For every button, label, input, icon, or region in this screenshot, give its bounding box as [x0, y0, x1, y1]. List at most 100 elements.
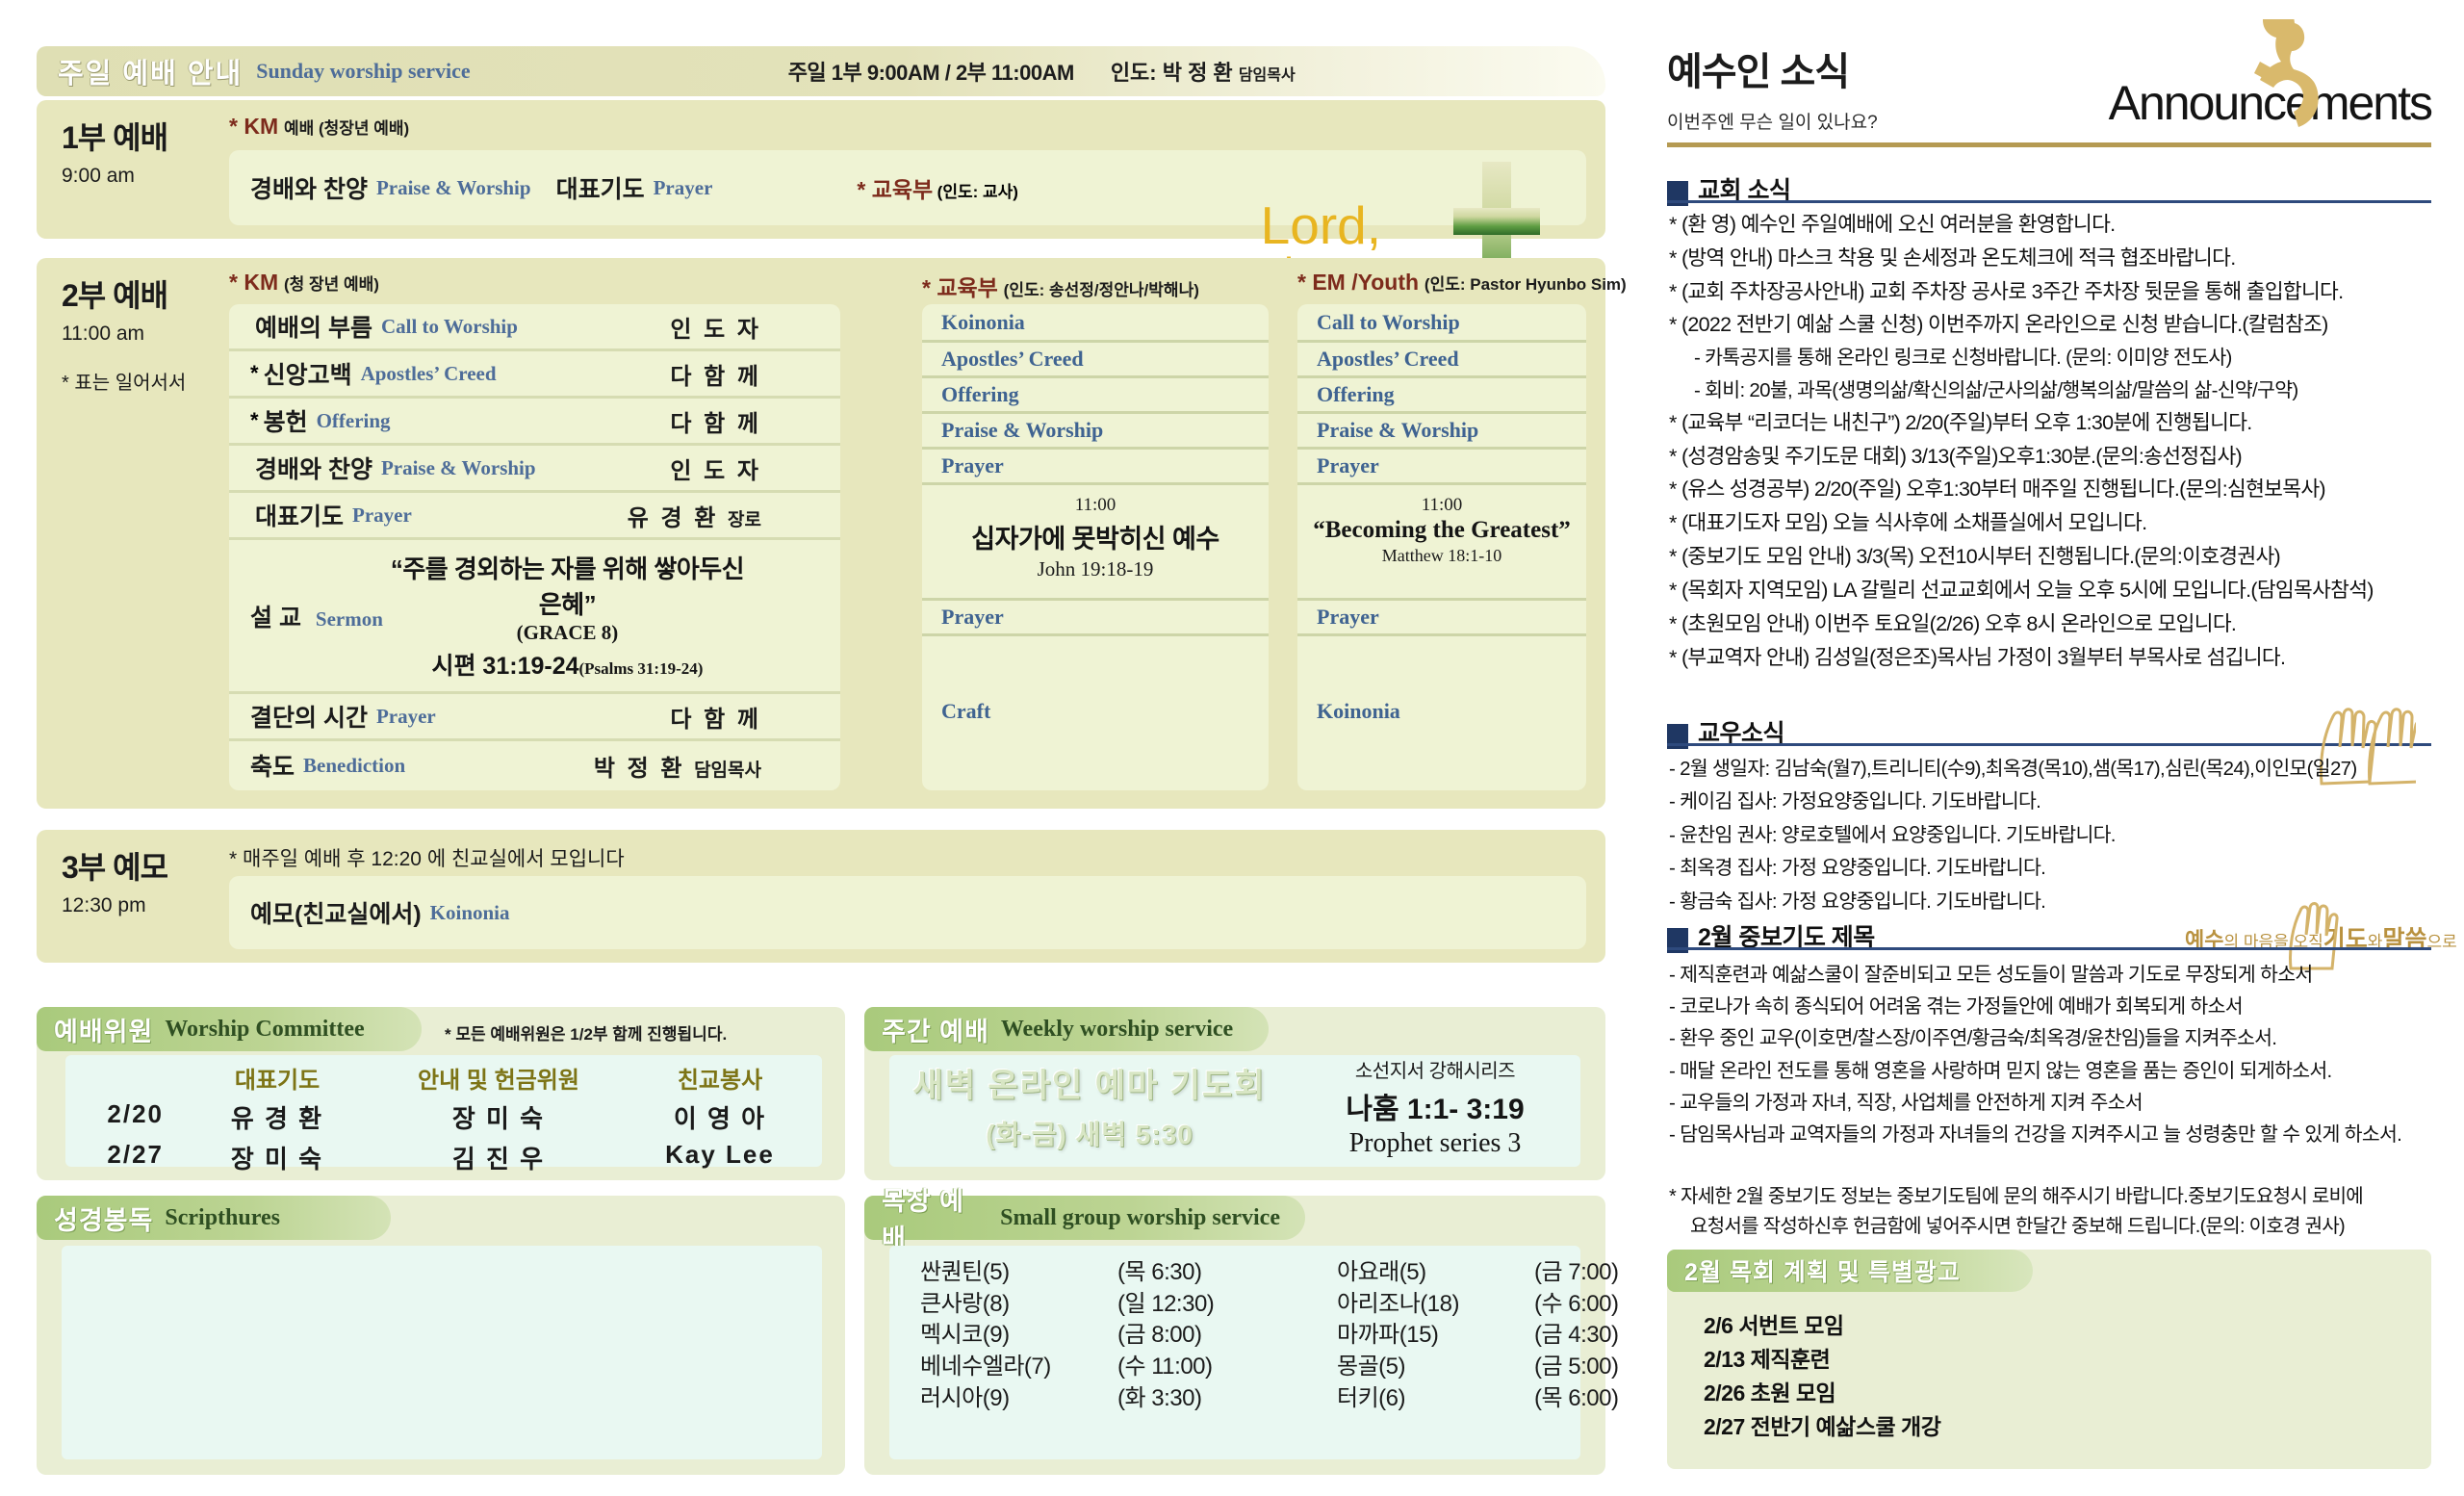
- row-kr: 결단의 시간: [250, 705, 368, 732]
- row-who: 박 정 환 담임목사: [594, 749, 819, 783]
- list-item: - 담임목사님과 교역자들의 가정과 자녀들의 건강을 지켜주시고 늘 성령충만…: [1669, 1123, 2402, 1147]
- worship-committee-table: 대표기도 안내 및 헌금위원 친교봉사 2/20 유 경 환 장 미 숙 이 영…: [65, 1061, 822, 1175]
- worship-committee-table-bg: [65, 1055, 822, 1167]
- group-time: (금 8:00): [1117, 1322, 1202, 1349]
- em-youth-label: * EM /Youth (인도: Pastor Hyunbo Sim): [1297, 270, 1627, 296]
- list-item: Apostles’ Creed: [922, 343, 1269, 378]
- list-item: - 케이김 집사: 가정요양중입니다. 기도바랍니다.: [1669, 790, 2041, 813]
- service-2-label: 2부 예배 11:00 am * 표는 일어서서: [62, 271, 235, 395]
- list-item: - 황금숙 집사: 가정 요양중입니다. 기도바랍니다.: [1669, 890, 2046, 913]
- edu-dept-title: * 교육부: [922, 275, 998, 300]
- group-names-1: 싼퀀틴(5) 큰사랑(8) 멕시코(9) 베네수엘라(7) 러시아(9): [920, 1257, 1117, 1414]
- col-header-3: 친교봉사: [677, 1068, 763, 1094]
- cell-usher: 장 미 숙: [451, 1104, 546, 1133]
- weekly-line-1: 새벽 온라인 예마 기도회: [912, 1068, 1267, 1104]
- list-item: Prayer: [1297, 450, 1586, 485]
- em-row-label: Offering: [1317, 382, 1395, 406]
- row-who: 다 함 께: [670, 363, 761, 390]
- list-item: - 2월 생일자: 김남숙(월7),트리니티(수9),최옥경(목10),샘(목1…: [1669, 758, 2357, 780]
- right-panel: 예수인 소식 이번주엔 무슨 일이 있나요? Announcements 교회 …: [1646, 0, 2464, 1496]
- row-kr-0: 경배와 찬양: [250, 176, 368, 203]
- small-group-grid: 싼퀀틴(5) 큰사랑(8) 멕시코(9) 베네수엘라(7) 러시아(9) (목 …: [920, 1257, 1707, 1414]
- edu-row-label: Praise & Worship: [941, 418, 1104, 442]
- edu-sermon: 11:00 십자가에 못박히신 예수 John 19:18-19: [922, 485, 1269, 601]
- section-marker-icon: [1667, 724, 1688, 749]
- em-youth-paren: (인도: Pastor Hyunbo Sim): [1424, 275, 1627, 294]
- service-leader-name: 인도: 박 정 환: [1110, 61, 1233, 85]
- row-who-name: 박 정 환: [593, 755, 685, 782]
- list-item: Prayer: [922, 450, 1269, 485]
- group-time: (화 3:30): [1117, 1384, 1202, 1411]
- em-row-label: Call to Worship: [1317, 309, 1460, 334]
- list-item: Koinonia: [922, 304, 1269, 343]
- em-sermon-time: 11:00: [1421, 495, 1463, 515]
- section-marker-icon: [1667, 928, 1688, 953]
- list-item: - 매달 온라인 전도를 통해 영혼을 사랑하며 믿지 않는 영혼을 품는 증인…: [1669, 1059, 2332, 1082]
- worship-committee-tag-kr: 예배위원: [54, 1017, 154, 1046]
- table-row: * 봉헌 Offering 다 함 께: [229, 399, 840, 446]
- cell-fellowship: Kay Lee: [665, 1140, 775, 1169]
- list-item: * (초원모임 안내) 이번주 토요일(2/26) 오후 8시 온라인으로 모입…: [1669, 611, 2237, 635]
- edu-dept-card: Koinonia Apostles’ Creed Offering Praise…: [922, 304, 1269, 790]
- row-en-0: Praise & Worship: [375, 175, 531, 199]
- km-paren: 예배 (청장년 예배): [283, 119, 410, 138]
- weekly-line-2: (화-금) 새벽 5:30: [986, 1120, 1194, 1149]
- list-item: - 회비: 20불, 과목(생명의삶/확신의삶/군사의삶/행복의삶/말씀의 삶-…: [1694, 378, 2298, 401]
- col-header-0: [65, 1061, 181, 1095]
- service-1-title: 1부 예배: [62, 120, 168, 155]
- group-time: (금 4:30): [1534, 1322, 1619, 1349]
- list-item: * (교회 주차장공사안내) 교회 주차장 공사로 3주간 주차장 뒷문을 통해…: [1669, 279, 2344, 303]
- list-item: - 환우 중인 교우(이호면/찰스장/이주연/황금숙/최옥경/윤찬임)들을 지켜…: [1669, 1027, 2277, 1050]
- list-item: * (대표기도자 모임) 오늘 식사후에 소채플실에서 모입니다.: [1669, 511, 2147, 535]
- group-time: (금 5:00): [1534, 1353, 1619, 1380]
- group-time: (목 6:30): [1117, 1259, 1202, 1285]
- small-group-tag-en: Small group worship service: [1000, 1204, 1280, 1230]
- cell-prayer: 유 경 환: [230, 1104, 324, 1133]
- service-1-edu: * 교육부 (인도: 교사): [857, 171, 1018, 204]
- list-item: - 최옥경 집사: 가정 요양중입니다. 기도바랍니다.: [1669, 857, 2046, 880]
- km-service-card: 예배의 부름 Call to Worship 인 도 자 * 신앙고백 Apos…: [229, 304, 840, 790]
- sermon-ref-kr: 시편 31:19-24: [431, 653, 579, 680]
- row-who: 유 경 환 장로: [628, 499, 819, 532]
- list-item: Prayer: [1297, 601, 1586, 636]
- list-item: * (환 영) 예수인 주일예배에 오신 여러분을 환영합니다.: [1669, 213, 2116, 236]
- list-item: * (성경암송및 주기도문 대회) 3/13(주일)오후1:30분.(문의:송선…: [1669, 444, 2243, 468]
- em-sermon: 11:00 “Becoming the Greatest” Matthew 18…: [1297, 485, 1586, 601]
- row-star: *: [250, 361, 259, 385]
- service-1-block: 1부 예배 9:00 am * KM 예배 (청장년 예배) 경배와 찬양 Pr…: [37, 100, 1605, 333]
- service-leader-role: 담임목사: [1238, 67, 1296, 84]
- edu-dept-paren: (인도: 송선정/정안나/박해나): [1003, 281, 1199, 299]
- service-2-km-label: * KM (청 장년 예배): [229, 270, 379, 296]
- edu-sermon-title: 십자가에 못박히신 예수: [971, 525, 1219, 554]
- weekly-right-text: 소선지서 강해시리즈 나훔 1:1- 3:19 Prophet series 3: [1296, 1055, 1575, 1159]
- em-row-label: Prayer: [1317, 605, 1379, 629]
- group-name: 터키(6): [1337, 1384, 1406, 1411]
- list-item: * (2022 전반기 예삶 스쿨 신청) 이번주까지 온라인으로 신청 받습니…: [1669, 313, 2328, 337]
- em-row-label: Prayer: [1317, 453, 1379, 477]
- sermon-label-kr: 설 교: [250, 604, 301, 632]
- service-3-time: 12:30 pm: [62, 894, 146, 916]
- sermon-body: “주를 경외하는 자를 위해 쌓아두신 은혜” (GRACE 8) 시편 31:…: [383, 550, 819, 682]
- row-star: *: [250, 408, 259, 432]
- small-group-content-bg: [889, 1246, 1580, 1459]
- series-reference: 나훔 1:1- 3:19: [1346, 1094, 1525, 1125]
- row-kr: 봉헌: [263, 409, 308, 436]
- cell-prayer: 장 미 숙: [230, 1145, 324, 1174]
- sermon-ref-en: (Psalms 31:19-24): [578, 659, 704, 678]
- cell-date: 2/20: [107, 1099, 164, 1128]
- edu-row-label: Apostles’ Creed: [941, 347, 1084, 371]
- small-group-tag: 목장 예배 Small group worship service: [864, 1187, 1305, 1253]
- row-en: Apostles’ Creed: [360, 361, 497, 385]
- edu-row-label: Prayer: [941, 605, 1004, 629]
- weekly-tag-en: Weekly worship service: [1000, 1016, 1234, 1042]
- group-time: (수 6:00): [1534, 1290, 1619, 1317]
- prayer-divider: [1667, 947, 2431, 950]
- list-item: Praise & Worship: [1297, 414, 1586, 450]
- table-row: 축도 Benediction 박 정 환 담임목사: [229, 741, 840, 789]
- service-1-km-label: * KM 예배 (청장년 예배): [229, 114, 409, 140]
- edu-row-label: Craft: [941, 698, 991, 723]
- row-who-role: 담임목사: [694, 760, 761, 781]
- table-row: 예배의 부름 Call to Worship 인 도 자: [229, 304, 840, 351]
- service-1-time: 9:00 am: [62, 165, 135, 187]
- row-en: Benediction: [303, 753, 406, 777]
